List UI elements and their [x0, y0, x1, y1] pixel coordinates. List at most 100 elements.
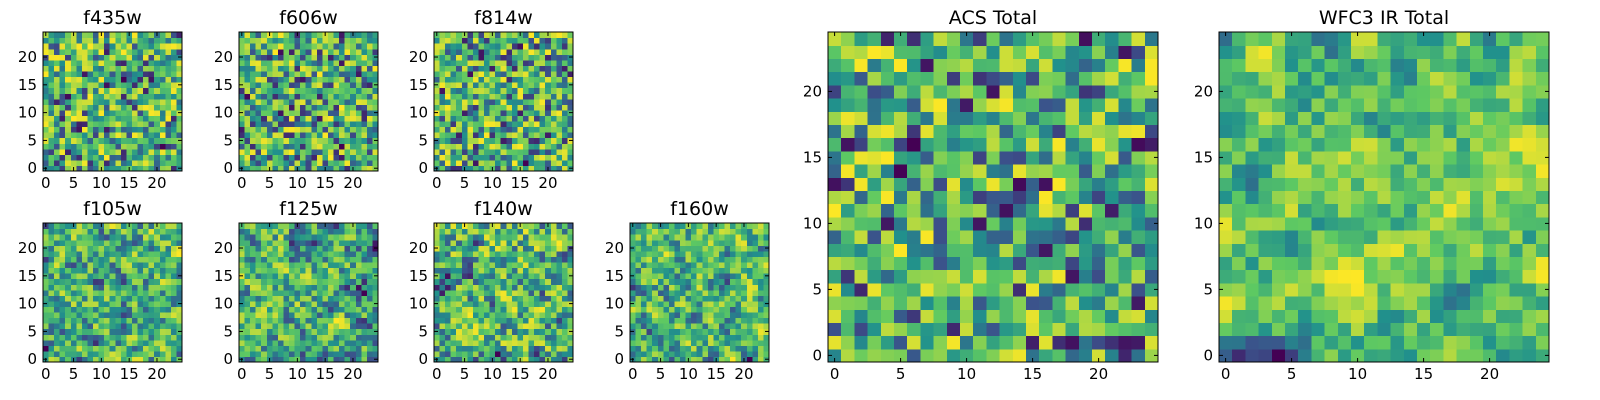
heatmap-cell [43, 323, 50, 330]
heatmap-cell [1131, 348, 1146, 363]
heatmap-cell [439, 148, 446, 155]
heatmap-cell [539, 104, 546, 111]
heatmap-cell [131, 109, 139, 116]
heatmap-cell [98, 323, 105, 330]
heatmap-cell [522, 82, 530, 89]
heatmap-cell [500, 137, 507, 144]
heatmap-cell [333, 345, 340, 352]
heatmap-cell [366, 323, 374, 330]
heatmap-cell [522, 300, 530, 307]
heatmap-cell [472, 65, 480, 72]
heatmap-cell [841, 216, 855, 231]
heatmap-cell [445, 350, 452, 358]
heatmap-cell [556, 345, 563, 352]
heatmap-cell [76, 37, 83, 44]
heatmap-cell [506, 59, 513, 66]
heatmap-cell [311, 239, 318, 246]
heatmap-cell [652, 317, 659, 324]
heatmap-cell [244, 87, 251, 94]
heatmap-cell [59, 54, 66, 61]
heatmap-cell [1012, 190, 1027, 205]
heatmap-cell [87, 59, 94, 66]
heatmap-cell [109, 223, 116, 230]
heatmap-cell [495, 311, 502, 319]
heatmap-cell [305, 273, 312, 280]
heatmap-cell [691, 295, 698, 302]
heatmap-cell [81, 126, 89, 133]
heatmap-cell [685, 261, 692, 269]
heatmap-cell [534, 87, 541, 94]
heatmap-cell [109, 334, 116, 341]
heatmap-cell [170, 76, 178, 83]
heatmap-cell [176, 239, 183, 246]
heatmap-cell [522, 317, 530, 324]
heatmap-cell [550, 93, 557, 100]
heatmap-cell [522, 70, 530, 78]
heatmap-cell [266, 328, 273, 335]
heatmap-cell [489, 70, 496, 78]
heatmap-cell [54, 250, 61, 257]
heatmap-cell [154, 76, 161, 83]
heatmap-cell [255, 334, 262, 341]
heatmap-cell [757, 228, 765, 235]
heatmap-cell [545, 289, 552, 296]
heatmap-cell [126, 87, 133, 94]
heatmap-cell [54, 306, 61, 313]
heatmap-cell [327, 300, 335, 307]
heatmap-cell [327, 295, 335, 302]
heatmap-cell [828, 150, 842, 165]
heatmap-cell [646, 284, 653, 291]
heatmap-cell [556, 339, 563, 346]
heatmap-cell [561, 317, 569, 324]
heatmap-cell [272, 289, 279, 296]
heatmap-cell [76, 65, 83, 72]
heatmap-cell [691, 334, 698, 341]
heatmap-cell [272, 284, 279, 291]
heatmap-cell [43, 339, 50, 346]
heatmap-cell [472, 284, 480, 291]
heatmap-cell [137, 234, 144, 241]
heatmap-cell [327, 228, 335, 235]
heatmap-cell [87, 98, 94, 105]
x-tick-label: 15 [120, 365, 139, 383]
heatmap-cell [561, 356, 569, 363]
heatmap-cell [752, 245, 759, 252]
heatmap-cell [115, 295, 122, 302]
heatmap-cell [76, 317, 83, 324]
heatmap-cell [170, 115, 178, 122]
heatmap-cell [1118, 177, 1133, 191]
heatmap-cell [467, 65, 474, 72]
heatmap-cell [109, 109, 116, 116]
heatmap-cell [109, 154, 116, 161]
heatmap-cell [517, 228, 524, 235]
heatmap-cell [266, 256, 273, 263]
heatmap-cell [300, 323, 307, 330]
heatmap-cell [439, 65, 446, 72]
heatmap-cell [854, 203, 869, 218]
heatmap-cell [735, 317, 742, 324]
heatmap-cell [545, 317, 552, 324]
heatmap-cell [244, 137, 251, 144]
heatmap-cell [93, 154, 100, 161]
heatmap-cell [495, 234, 502, 241]
heatmap-cell [472, 345, 480, 352]
heatmap-cell [81, 76, 89, 83]
heatmap-cell [115, 93, 122, 100]
heatmap-cell [266, 273, 273, 280]
heatmap-cell [70, 328, 77, 335]
heatmap-cell [87, 54, 94, 61]
heatmap-cell [456, 137, 463, 144]
heatmap-cell [109, 54, 116, 61]
heatmap-cell [59, 82, 66, 89]
heatmap-cell [461, 345, 468, 352]
heatmap-cell [170, 300, 178, 307]
heatmap-cell [545, 104, 552, 111]
heatmap-cell [741, 328, 748, 335]
heatmap-cell [300, 267, 307, 274]
heatmap-cell [76, 159, 83, 167]
heatmap-cell [500, 54, 507, 61]
heatmap-cell [48, 300, 55, 307]
heatmap-cell [495, 339, 502, 346]
heatmap-cell [439, 350, 446, 358]
